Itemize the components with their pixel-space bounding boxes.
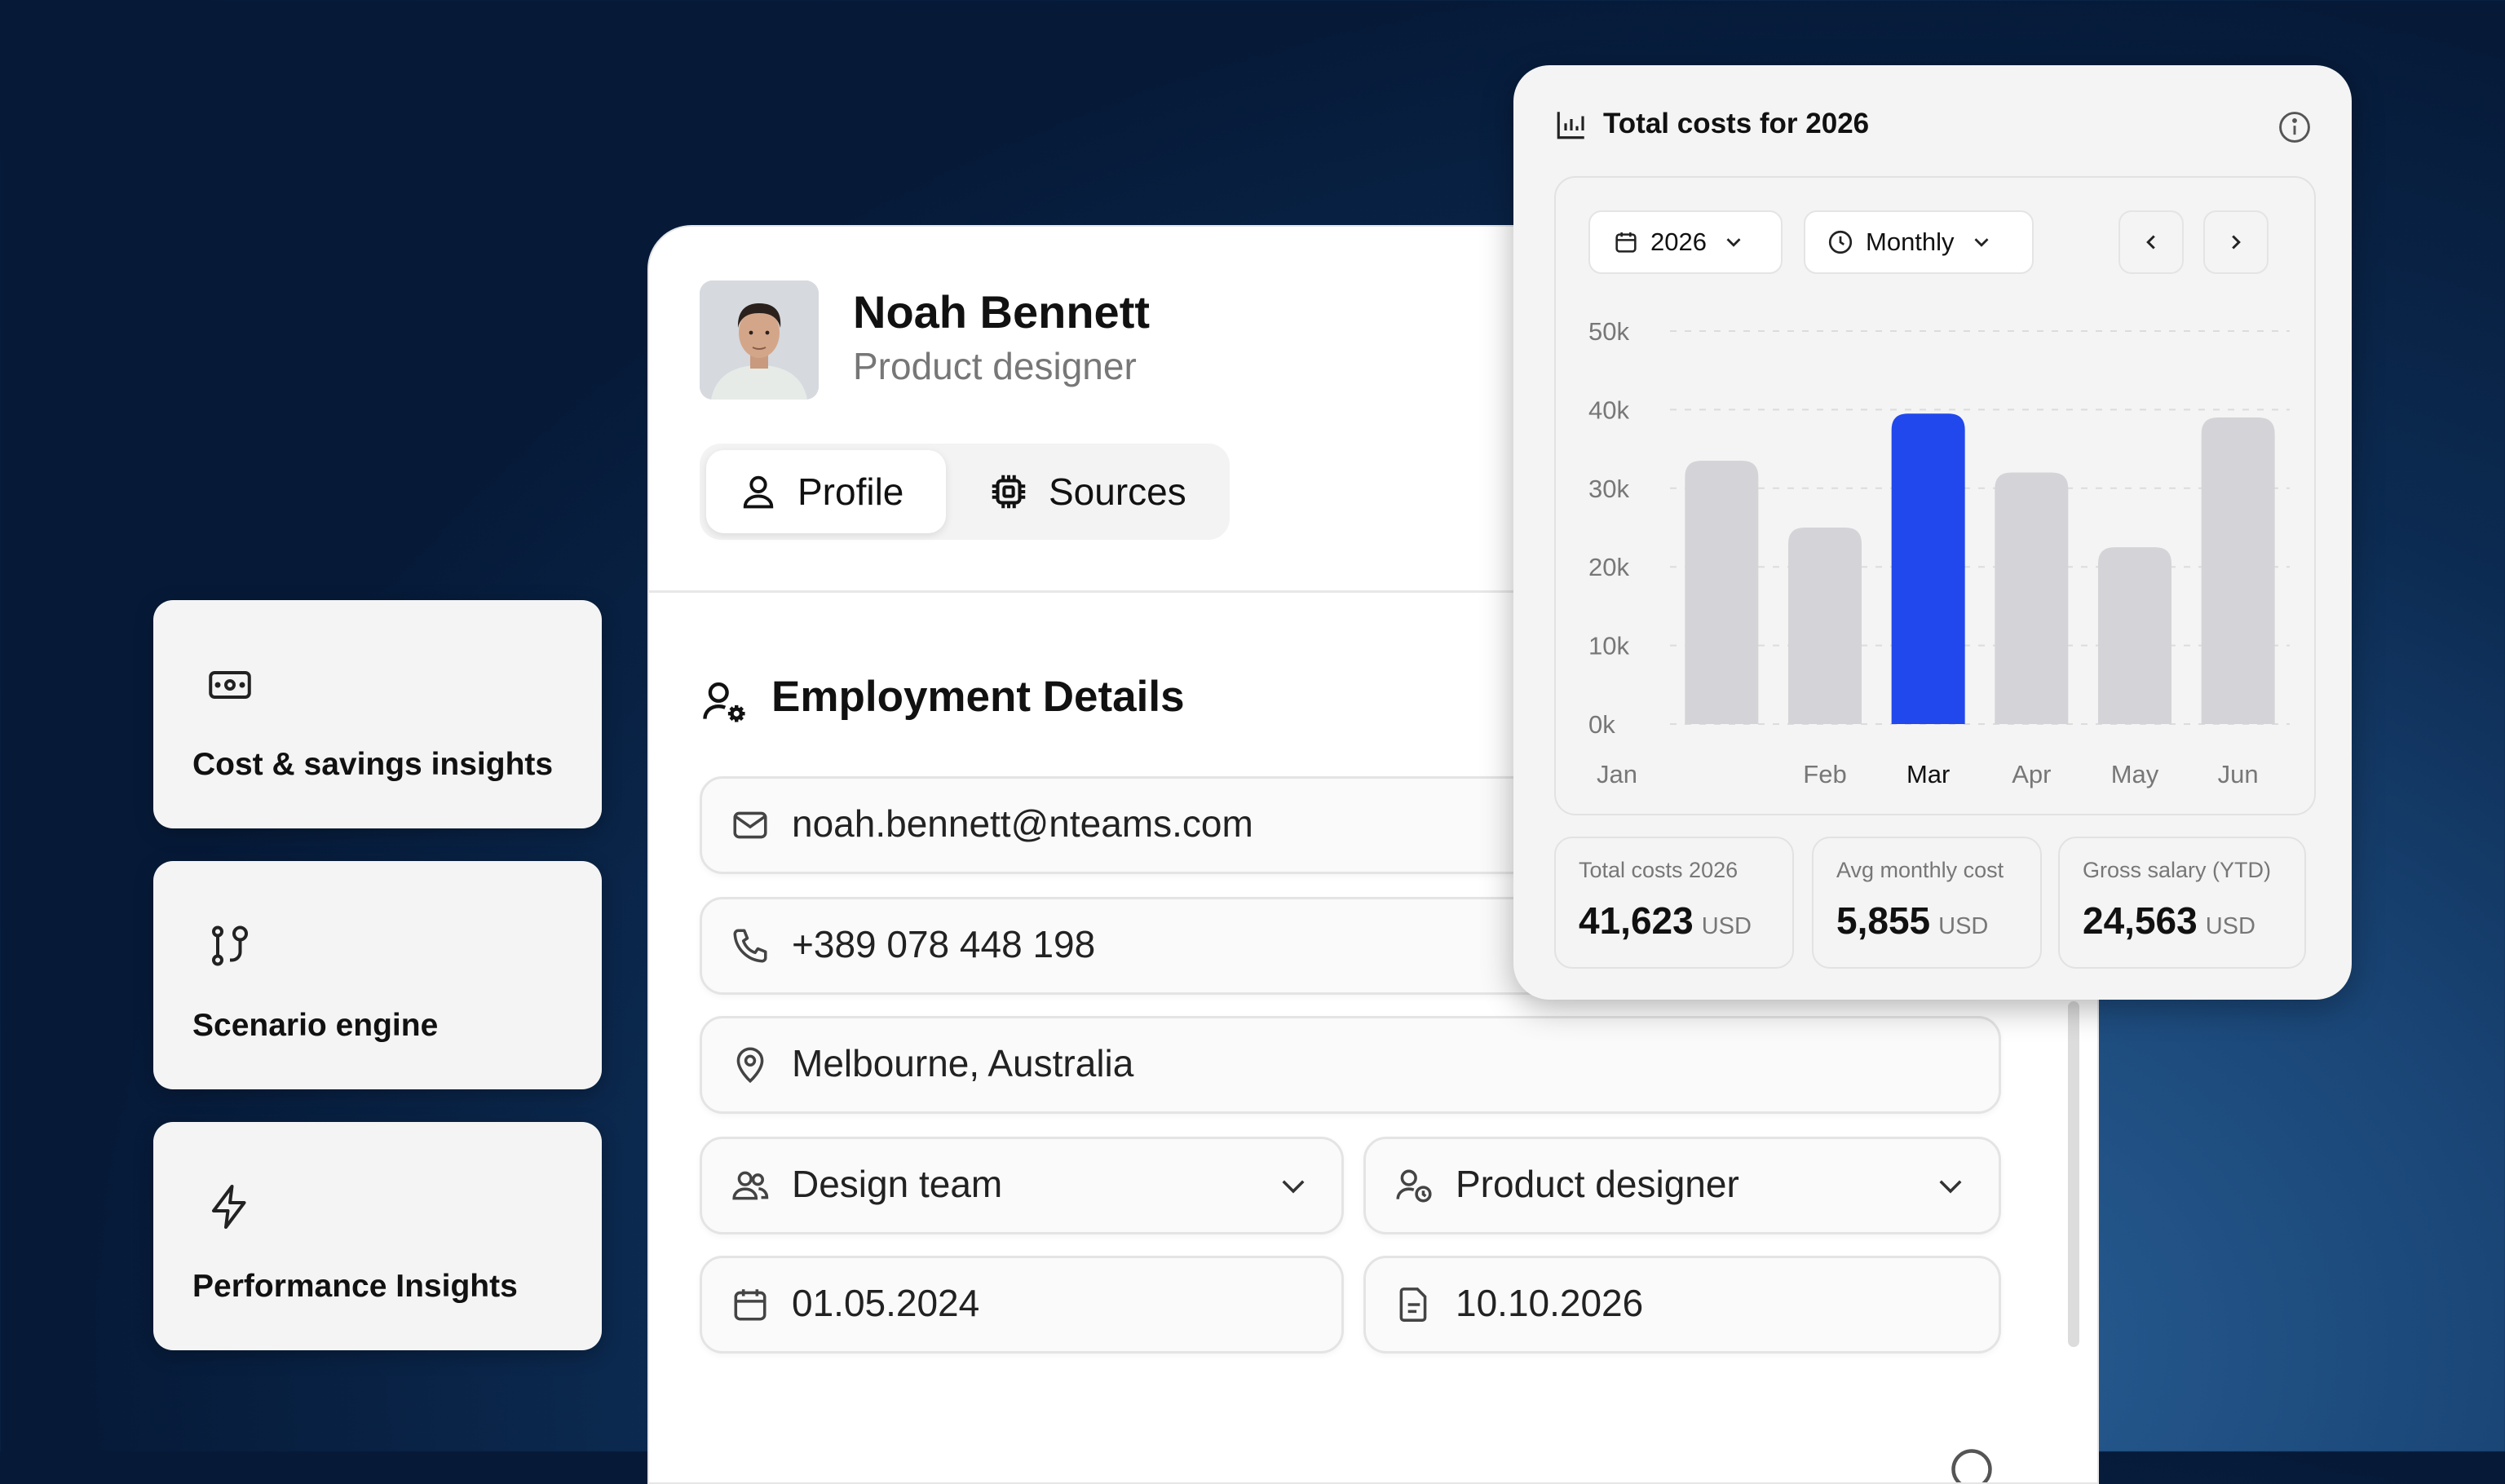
chevron-down-icon (1969, 230, 1994, 254)
field-value: Product designer (1456, 1162, 1739, 1206)
x-tick-label: Apr (2012, 760, 2051, 788)
x-tick-label: Feb (1803, 760, 1846, 788)
team-select[interactable]: Design team (700, 1137, 1344, 1234)
year-select[interactable]: 2026 (1588, 210, 1783, 274)
tab-profile[interactable]: Profile (706, 450, 946, 533)
clock-icon (1827, 228, 1854, 256)
year-select-value: 2026 (1650, 227, 1707, 257)
document-icon (1394, 1284, 1434, 1325)
stat-unit: USD (1702, 913, 1752, 939)
x-tick-label: Mar (1906, 760, 1950, 788)
chevron-down-icon (1276, 1168, 1310, 1203)
start-date-field[interactable]: 01.05.2024 (700, 1256, 1344, 1354)
chevron-right-icon (2224, 230, 2248, 254)
feature-card-cost-savings[interactable]: Cost & savings insights (153, 600, 602, 828)
prev-button[interactable] (2118, 210, 2184, 274)
stat-label: Avg monthly cost (1836, 858, 2004, 883)
route-icon (205, 921, 254, 970)
stat-label: Total costs 2026 (1579, 858, 1738, 883)
phone-icon (730, 925, 771, 966)
profile-name: Noah Bennett (853, 285, 1150, 338)
tab-sources[interactable]: Sources (954, 450, 1223, 533)
x-tick-label: Jun (2218, 760, 2259, 788)
chip-icon (987, 470, 1031, 514)
field-value: +389 078 448 198 (792, 922, 1095, 966)
bar-jun (2202, 417, 2275, 724)
chevron-down-icon (1721, 230, 1746, 254)
period-select[interactable]: Monthly (1804, 210, 2034, 274)
y-tick-label: 10k (1588, 632, 1629, 660)
banknote-icon (205, 660, 254, 709)
y-tick-label: 20k (1588, 553, 1629, 581)
y-tick-label: 50k (1588, 317, 1629, 346)
help-icon[interactable] (1947, 1445, 1996, 1484)
x-tick-label: Jan (1597, 760, 1637, 788)
bar-apr (1995, 473, 2068, 724)
field-value: Melbourne, Australia (792, 1041, 1133, 1085)
bar-chart-icon (1554, 108, 1588, 142)
profile-role: Product designer (853, 344, 1137, 388)
field-value: 10.10.2026 (1456, 1281, 1643, 1325)
feature-card-scenario-engine[interactable]: Scenario engine (153, 861, 602, 1089)
map-pin-icon (730, 1045, 771, 1085)
feature-label: Cost & savings insights (192, 747, 553, 783)
bar-mar (1892, 413, 1965, 724)
calendar-icon (730, 1284, 771, 1325)
calendar-icon (1613, 229, 1639, 255)
chevron-down-icon (1933, 1168, 1968, 1203)
user-icon (737, 470, 780, 513)
field-value: 01.05.2024 (792, 1281, 979, 1325)
chart-panel: 2026 Monthly 0k 10k 20k 30k 40k 50k Jan Feb Mar A… (1554, 176, 2316, 815)
feature-label: Scenario engine (192, 1008, 438, 1044)
mail-icon (730, 805, 771, 846)
location-field[interactable]: Melbourne, Australia (700, 1016, 2001, 1114)
y-tick-label: 0k (1588, 710, 1615, 739)
avatar (700, 280, 819, 400)
chevron-left-icon (2139, 230, 2163, 254)
lightning-icon (205, 1182, 254, 1231)
feature-label: Performance Insights (192, 1269, 518, 1305)
position-select[interactable]: Product designer (1363, 1137, 2001, 1234)
field-value: Design team (792, 1162, 1002, 1206)
period-select-value: Monthly (1866, 227, 1955, 257)
stat-unit: USD (1938, 913, 1988, 939)
section-title: Employment Details (771, 672, 1185, 722)
tab-label: Sources (1049, 470, 1186, 514)
info-icon[interactable] (2277, 109, 2313, 145)
end-date-field[interactable]: 10.10.2026 (1363, 1256, 2001, 1354)
profile-tabs: Profile Sources (700, 444, 1230, 540)
bar-may (2098, 547, 2171, 724)
card-title: Total costs for 2026 (1603, 108, 1869, 140)
tab-label: Profile (797, 470, 903, 514)
user-settings-icon (700, 677, 750, 727)
y-tick-label: 30k (1588, 475, 1629, 503)
y-tick-label: 40k (1588, 395, 1629, 424)
stat-unit: USD (2206, 913, 2255, 939)
cost-bar-chart: 0k 10k 20k 30k 40k 50k Jan Feb Mar Apr May Jun (1556, 292, 2314, 814)
next-button[interactable] (2203, 210, 2269, 274)
stat-label: Gross salary (YTD) (2083, 858, 2271, 883)
bar-jan (1685, 461, 1758, 724)
scrollbar[interactable] (2068, 1001, 2079, 1347)
user-clock-icon (1394, 1165, 1434, 1206)
users-icon (730, 1165, 771, 1206)
field-value: noah.bennett@nteams.com (792, 802, 1253, 846)
x-tick-label: May (2111, 760, 2159, 788)
bar-feb (1788, 528, 1862, 724)
feature-card-performance-insights[interactable]: Performance Insights (153, 1122, 602, 1350)
